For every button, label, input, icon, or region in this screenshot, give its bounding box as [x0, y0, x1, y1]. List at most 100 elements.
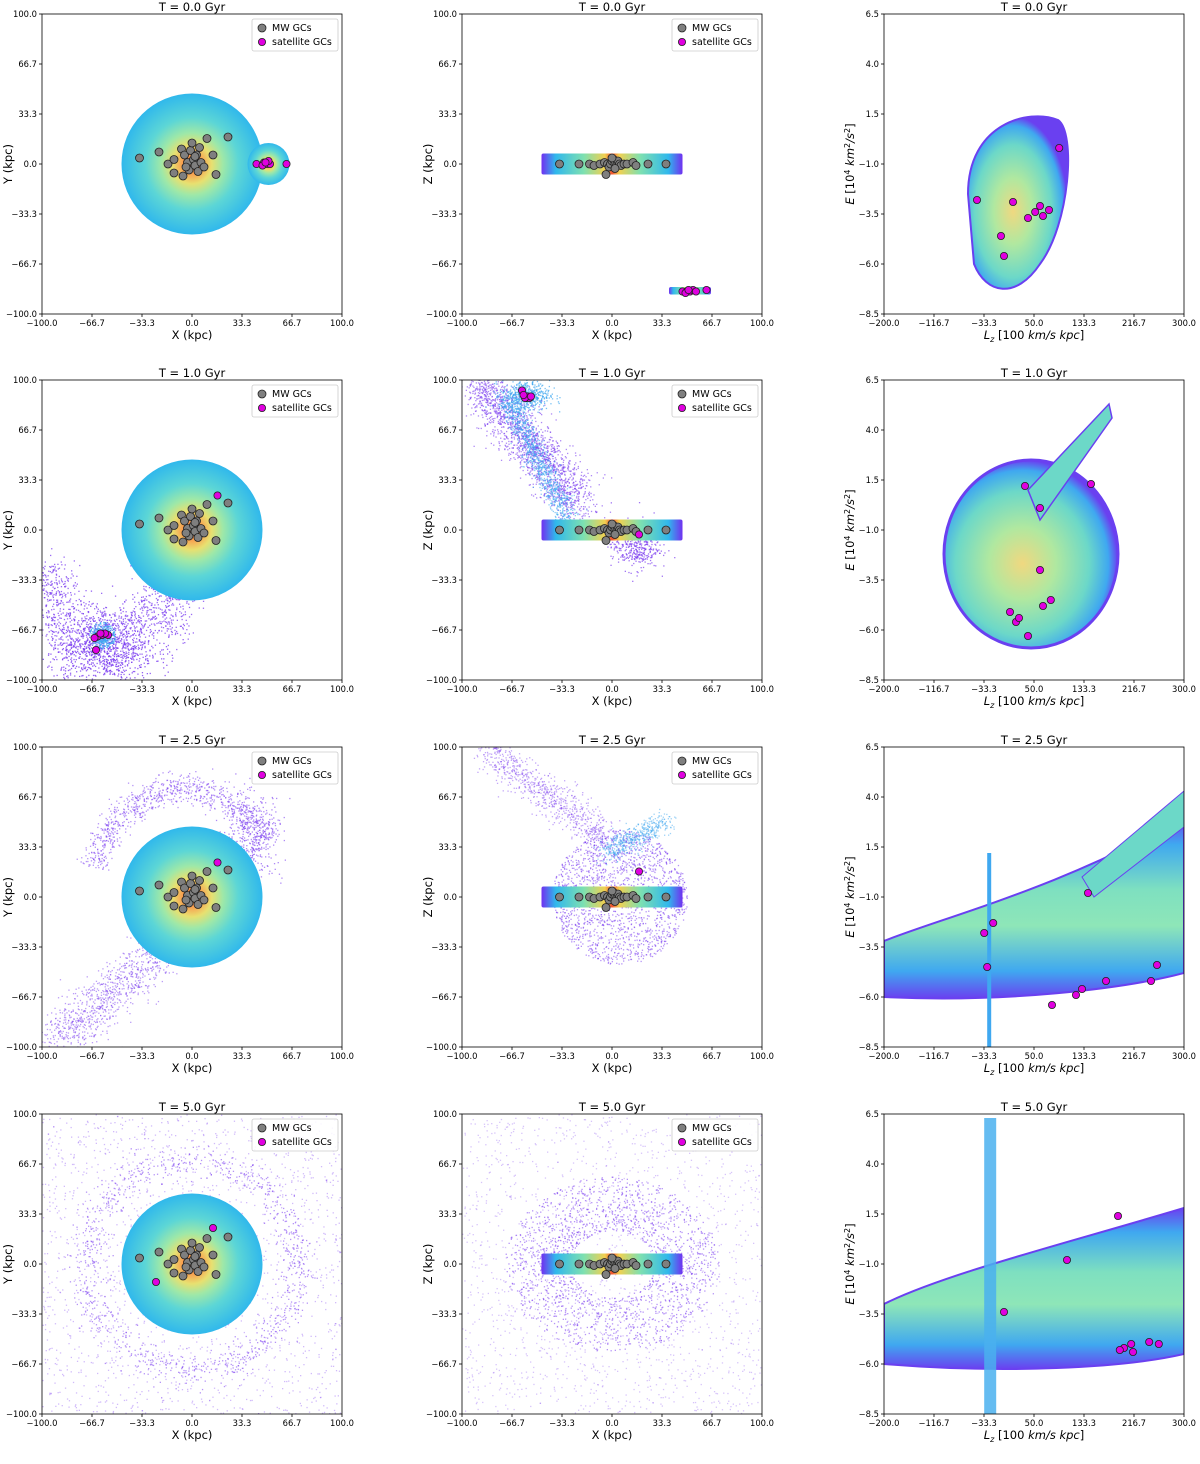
x-tick-label: 66.7 — [283, 684, 302, 694]
legend-satellite-label: satellite GCs — [692, 37, 752, 48]
x-axis-label: X (kpc) — [592, 1428, 633, 1442]
panel-title: T = 2.5 Gyr — [578, 733, 646, 747]
y-tick-label: 0.0 — [24, 525, 37, 535]
mw-gc-point — [602, 537, 610, 545]
panel-title: T = 0.0 Gyr — [1000, 0, 1068, 14]
tidal-stream — [451, 355, 676, 582]
plot-area — [451, 355, 683, 582]
y-tick-label: −33.3 — [11, 575, 37, 585]
plot-area — [968, 116, 1068, 288]
y-tick-label: −33.3 — [11, 942, 37, 952]
y-tick-label: 33.3 — [18, 842, 37, 852]
mw-gc-point — [196, 877, 204, 885]
satellite-gc-point — [1087, 480, 1094, 487]
y-tick-label: 66.7 — [438, 792, 457, 802]
legend-mw-label: MW GCs — [272, 389, 312, 400]
y-tick-label: 66.7 — [438, 59, 457, 69]
y-tick-label: −100.0 — [6, 1409, 37, 1419]
y-tick-label: −66.7 — [431, 992, 457, 1002]
mw-gc-point — [170, 535, 178, 543]
y-tick-label: 33.3 — [438, 1209, 457, 1219]
satellite-gc-point — [1009, 198, 1016, 205]
x-tick-label: −33.3 — [549, 1418, 575, 1428]
x-tick-label: 300.0 — [1172, 318, 1196, 328]
y-tick-label: −6.0 — [859, 259, 879, 269]
satellite-gc-point — [1114, 1212, 1121, 1219]
x-tick-label: 33.3 — [233, 1418, 252, 1428]
x-tick-label: −66.7 — [79, 684, 105, 694]
mw-gc-point — [602, 904, 610, 912]
satellite-gc-point — [1102, 977, 1109, 984]
satellite-gc-point — [981, 929, 988, 936]
x-tick-label: −100.0 — [27, 318, 58, 328]
mw-gc-point — [224, 1233, 232, 1241]
x-tick-label: 33.3 — [653, 1051, 672, 1061]
satellite-gc-point — [984, 963, 991, 970]
mw-gc-point — [191, 886, 199, 894]
legend-satellite-marker — [678, 404, 685, 411]
x-tick-label: 0.0 — [605, 1051, 618, 1061]
mw-gc-point — [170, 156, 178, 164]
y-tick-label: 33.3 — [438, 475, 457, 485]
x-tick-label: −33.3 — [129, 318, 155, 328]
y-tick-label: 4.0 — [866, 425, 879, 435]
y-tick-label: 0.0 — [24, 159, 37, 169]
x-axis-label: Lz [100 km/s kpc] — [984, 1061, 1085, 1077]
y-tick-label: 66.7 — [18, 425, 37, 435]
legend-satellite-label: satellite GCs — [272, 1137, 332, 1148]
satellite-gc-point — [1084, 889, 1091, 896]
satellite-gc-point — [1006, 608, 1013, 615]
satellite-gc-point — [1063, 1256, 1070, 1263]
x-axis-label: X (kpc) — [592, 1061, 633, 1075]
satellite-gc-point — [692, 288, 699, 295]
x-tick-label: −100.0 — [27, 1418, 58, 1428]
y-tick-label: −33.3 — [431, 1309, 457, 1319]
y-tick-label: −100.0 — [426, 1409, 457, 1419]
plot-area — [884, 1118, 1184, 1414]
satellite-gc-point — [990, 919, 997, 926]
mw-gc-point — [224, 866, 232, 874]
y-tick-label: −66.7 — [431, 625, 457, 635]
y-axis-label: E [104 km2/s2] — [843, 123, 857, 204]
x-axis-label: X (kpc) — [592, 328, 633, 342]
x-tick-label: 300.0 — [1172, 684, 1196, 694]
legend-satellite-marker — [258, 38, 265, 45]
y-tick-label: −3.5 — [859, 209, 879, 219]
mw-gc-point — [212, 904, 220, 912]
x-tick-label: 50.0 — [1025, 1418, 1044, 1428]
mw-gc-point — [556, 160, 564, 168]
panel-title: T = 0.0 Gyr — [158, 0, 226, 14]
y-tick-label: −66.7 — [11, 259, 37, 269]
y-tick-label: −1.0 — [859, 892, 879, 902]
mw-gc-point — [191, 1253, 199, 1261]
legend-mw-label: MW GCs — [272, 23, 312, 34]
satellite-gc-point — [1021, 482, 1028, 489]
satellite-gc-point — [1036, 504, 1043, 511]
satellite-gc-point — [1039, 602, 1046, 609]
x-tick-label: −100.0 — [447, 684, 478, 694]
mw-gc-point — [611, 165, 619, 173]
y-tick-label: 1.5 — [866, 1209, 879, 1219]
y-tick-label: 1.5 — [866, 475, 879, 485]
y-tick-label: 33.3 — [18, 1209, 37, 1219]
mw-gc-point — [203, 135, 211, 143]
x-axis-label: X (kpc) — [172, 1428, 213, 1442]
panel-title: T = 1.0 Gyr — [1000, 366, 1068, 380]
x-tick-label: 0.0 — [605, 1418, 618, 1428]
x-tick-label: 0.0 — [605, 684, 618, 694]
y-axis-label: E [104 km2/s2] — [843, 489, 857, 570]
mw-gc-point — [170, 1269, 178, 1277]
mw-gc-point — [212, 537, 220, 545]
satellite-gc-point — [1147, 977, 1154, 984]
plot-area — [468, 728, 688, 965]
panel-title: T = 5.0 Gyr — [1000, 1100, 1068, 1114]
mw-gc-point — [188, 1239, 196, 1247]
legend-mw-marker — [258, 757, 266, 765]
satellite-gc-point — [1024, 632, 1031, 639]
y-axis-label: Z (kpc) — [421, 1244, 435, 1285]
x-tick-label: −66.7 — [499, 1051, 525, 1061]
